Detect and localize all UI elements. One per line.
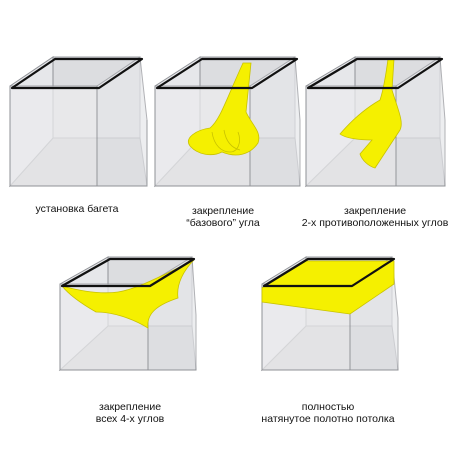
canvas-corners <box>60 259 195 329</box>
baguette-frame <box>10 57 144 90</box>
caption-line: натянутое полотно потолка <box>261 413 395 425</box>
baguette-frame <box>155 57 299 90</box>
canvas-hanging <box>188 62 260 156</box>
baguette-frame <box>262 257 396 288</box>
box-front-wall <box>9 85 98 187</box>
baguette-frame <box>306 57 444 90</box>
caption-line: закрепление <box>343 205 407 217</box>
box-baguette <box>8 56 148 188</box>
box-two-corners <box>304 56 446 188</box>
box-full-stretch <box>260 256 399 372</box>
box-right-wall <box>395 56 446 187</box>
caption-line: установка багета <box>35 203 119 215</box>
canvas-hanging <box>339 58 402 169</box>
caption-line: закрепление <box>98 401 162 413</box>
caption-line: 2-х противоположенных углов <box>301 217 449 229</box>
caption-base-corner: закрепление “базового” угла <box>148 205 298 229</box>
caption-baguette: установка багета <box>2 203 152 215</box>
caption-full-stretch: полностью натянутое полотно потолка <box>238 401 418 425</box>
caption-line: “базового” угла <box>186 217 260 229</box>
box-four-corners <box>58 256 197 372</box>
caption-line: полностью <box>301 401 355 413</box>
box-right-wall <box>249 56 301 187</box>
caption-two-corners: закрепление 2-х противоположенных углов <box>290 205 460 229</box>
caption-line: всех 4-х углов <box>95 413 165 425</box>
caption-four-corners: закрепление всех 4-х углов <box>55 401 205 425</box>
box-base-corner <box>153 56 301 188</box>
baguette-frame <box>60 257 196 288</box>
caption-line: закрепление <box>191 205 255 217</box>
